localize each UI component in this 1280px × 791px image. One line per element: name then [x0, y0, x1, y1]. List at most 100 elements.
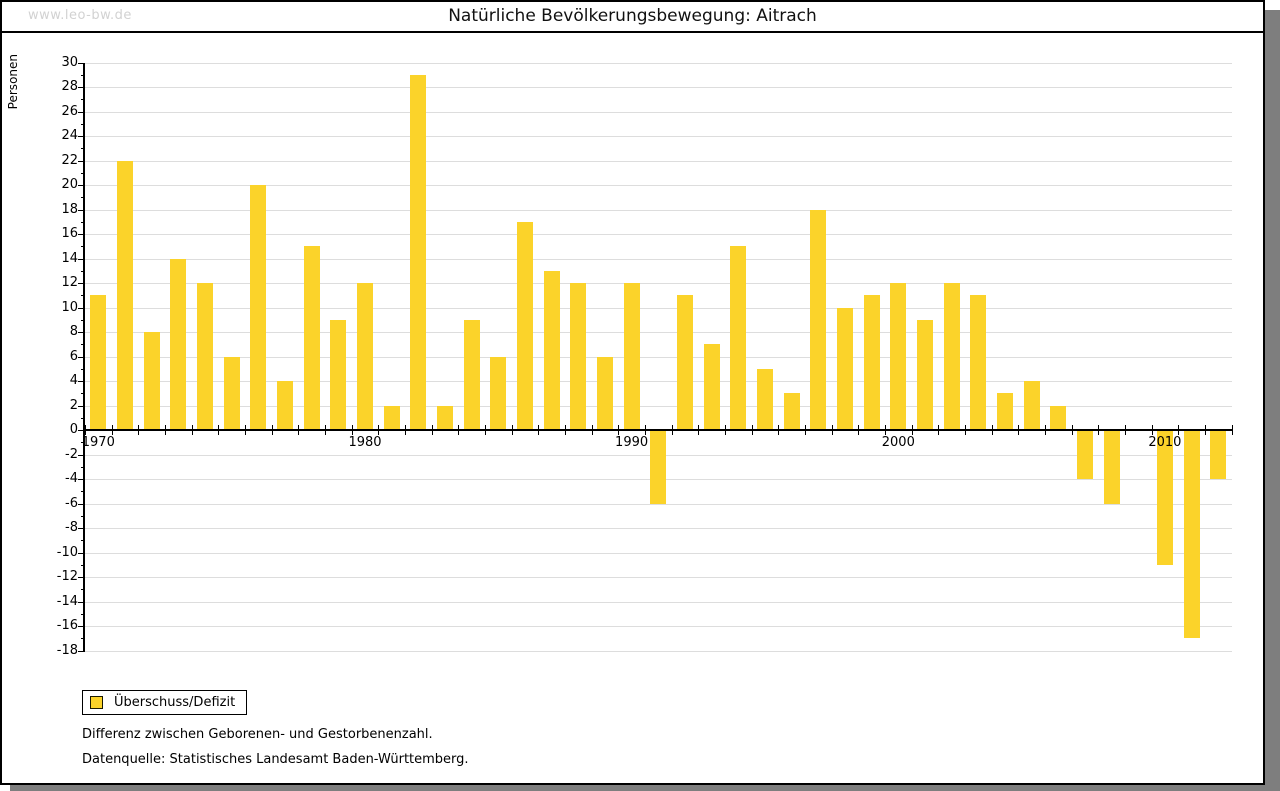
y-major-tick--4	[78, 479, 85, 480]
bar-1998	[837, 307, 853, 430]
gridline--10	[85, 552, 1232, 554]
x-tick-label-1970: 1970	[81, 435, 115, 450]
y-tick-label-26: 26	[61, 103, 78, 119]
chart-title: Natürliche Bevölkerungsbewegung: Aitrach	[448, 6, 817, 26]
watermark-text: www.leo-bw.de	[28, 8, 132, 23]
gridline-14	[85, 258, 1232, 260]
gridline-16	[85, 234, 1232, 235]
bar-1974	[197, 283, 213, 430]
bar-1989	[597, 356, 613, 430]
legend-label: Überschuss/Defizit	[114, 695, 236, 710]
y-major-tick-4	[78, 381, 85, 382]
bar-1990	[623, 283, 640, 430]
bar-1982	[410, 74, 427, 431]
bar-2000	[890, 283, 907, 430]
bar-1979	[330, 319, 347, 431]
bar-1970	[90, 295, 107, 431]
gridline--6	[85, 503, 1232, 505]
y-major-tick--12	[78, 577, 85, 578]
x-tick-label-2000: 2000	[881, 435, 915, 450]
y-tick-label--4: -4	[65, 471, 78, 486]
bar-1999	[863, 295, 880, 431]
y-tick-label-24: 24	[61, 128, 78, 143]
bar-1976	[250, 185, 267, 430]
y-major-tick-2	[78, 405, 85, 407]
y-tick-label-14: 14	[61, 250, 78, 266]
bar-1988	[570, 283, 587, 430]
y-major-tick--18	[78, 650, 85, 652]
gridline--12	[85, 577, 1232, 578]
bar-2003	[970, 295, 987, 431]
y-tick-label-16: 16	[61, 226, 78, 241]
y-tick-label-6: 6	[69, 348, 78, 364]
bar-1975	[223, 356, 240, 430]
gridline-30	[85, 62, 1232, 64]
y-tick-label--10: -10	[56, 544, 78, 560]
window-shadow-bottom	[10, 785, 1280, 791]
y-major-tick-6	[78, 356, 85, 358]
gridline-28	[85, 87, 1232, 88]
x-tick-label-1980: 1980	[348, 435, 382, 450]
gridline-26	[85, 111, 1232, 113]
bar-1980	[357, 283, 373, 430]
gridline-20	[85, 185, 1232, 186]
y-tick-label-0: 0	[69, 422, 78, 437]
y-tick-label--16: -16	[56, 618, 78, 633]
y-tick-label-12: 12	[61, 275, 78, 290]
legend-color-swatch	[90, 696, 103, 709]
y-tick-label-8: 8	[69, 324, 78, 339]
bar-1996	[783, 393, 800, 431]
y-tick-label-18: 18	[61, 201, 78, 217]
gridline-2	[85, 405, 1232, 407]
chart-description: Differenz zwischen Geborenen- und Gestor…	[82, 727, 433, 742]
bar-1973	[170, 258, 187, 430]
gridline-18	[85, 209, 1232, 211]
y-major-tick-28	[78, 87, 85, 88]
y-major-tick--8	[78, 528, 85, 529]
y-tick-label-22: 22	[61, 152, 78, 168]
y-major-tick-20	[78, 185, 85, 186]
legend-box: Überschuss/Defizit	[82, 690, 248, 715]
x-tick-label-2010: 2010	[1148, 435, 1182, 450]
bar-2006	[1050, 405, 1067, 430]
bar-2004	[996, 393, 1013, 431]
y-major-tick-26	[78, 111, 85, 113]
gridline-10	[85, 307, 1232, 309]
title-bar: www.leo-bw.de Natürliche Bevölkerungsbew…	[2, 2, 1263, 33]
y-major-tick-18	[78, 209, 85, 211]
y-tick-label--2: -2	[65, 446, 78, 462]
bar-1991	[650, 430, 667, 504]
bar-2005	[1023, 381, 1040, 430]
y-tick-label-30: 30	[61, 54, 78, 70]
bar-2011	[1183, 430, 1200, 639]
bar-2007	[1076, 430, 1093, 479]
data-source: Datenquelle: Statistisches Landesamt Bad…	[82, 752, 469, 767]
gridline--18	[85, 650, 1232, 652]
gridline-8	[85, 332, 1232, 333]
x-axis-line	[85, 429, 1232, 431]
bar-1984	[463, 319, 480, 431]
y-major-tick--16	[78, 626, 85, 627]
y-major-tick-22	[78, 160, 85, 162]
y-tick-label--8: -8	[65, 520, 78, 535]
gridline-22	[85, 160, 1232, 162]
y-tick-label--12: -12	[56, 569, 78, 584]
bar-1987	[543, 270, 560, 431]
bar-1993	[703, 344, 720, 431]
bar-1977	[277, 381, 293, 430]
bar-2012	[1210, 430, 1227, 479]
bar-1997	[810, 209, 827, 430]
y-major-tick--2	[78, 454, 85, 456]
y-major-tick--6	[78, 503, 85, 505]
bar-1972	[143, 332, 160, 430]
y-major-tick--14	[78, 601, 85, 603]
y-major-tick-0	[78, 430, 85, 431]
bar-1983	[437, 405, 453, 430]
y-major-tick-10	[78, 307, 85, 309]
gridline-24	[85, 136, 1232, 137]
bar-1994	[730, 246, 747, 431]
bar-1971	[117, 160, 133, 430]
bar-1985	[490, 356, 507, 430]
bar-1995	[757, 368, 773, 431]
